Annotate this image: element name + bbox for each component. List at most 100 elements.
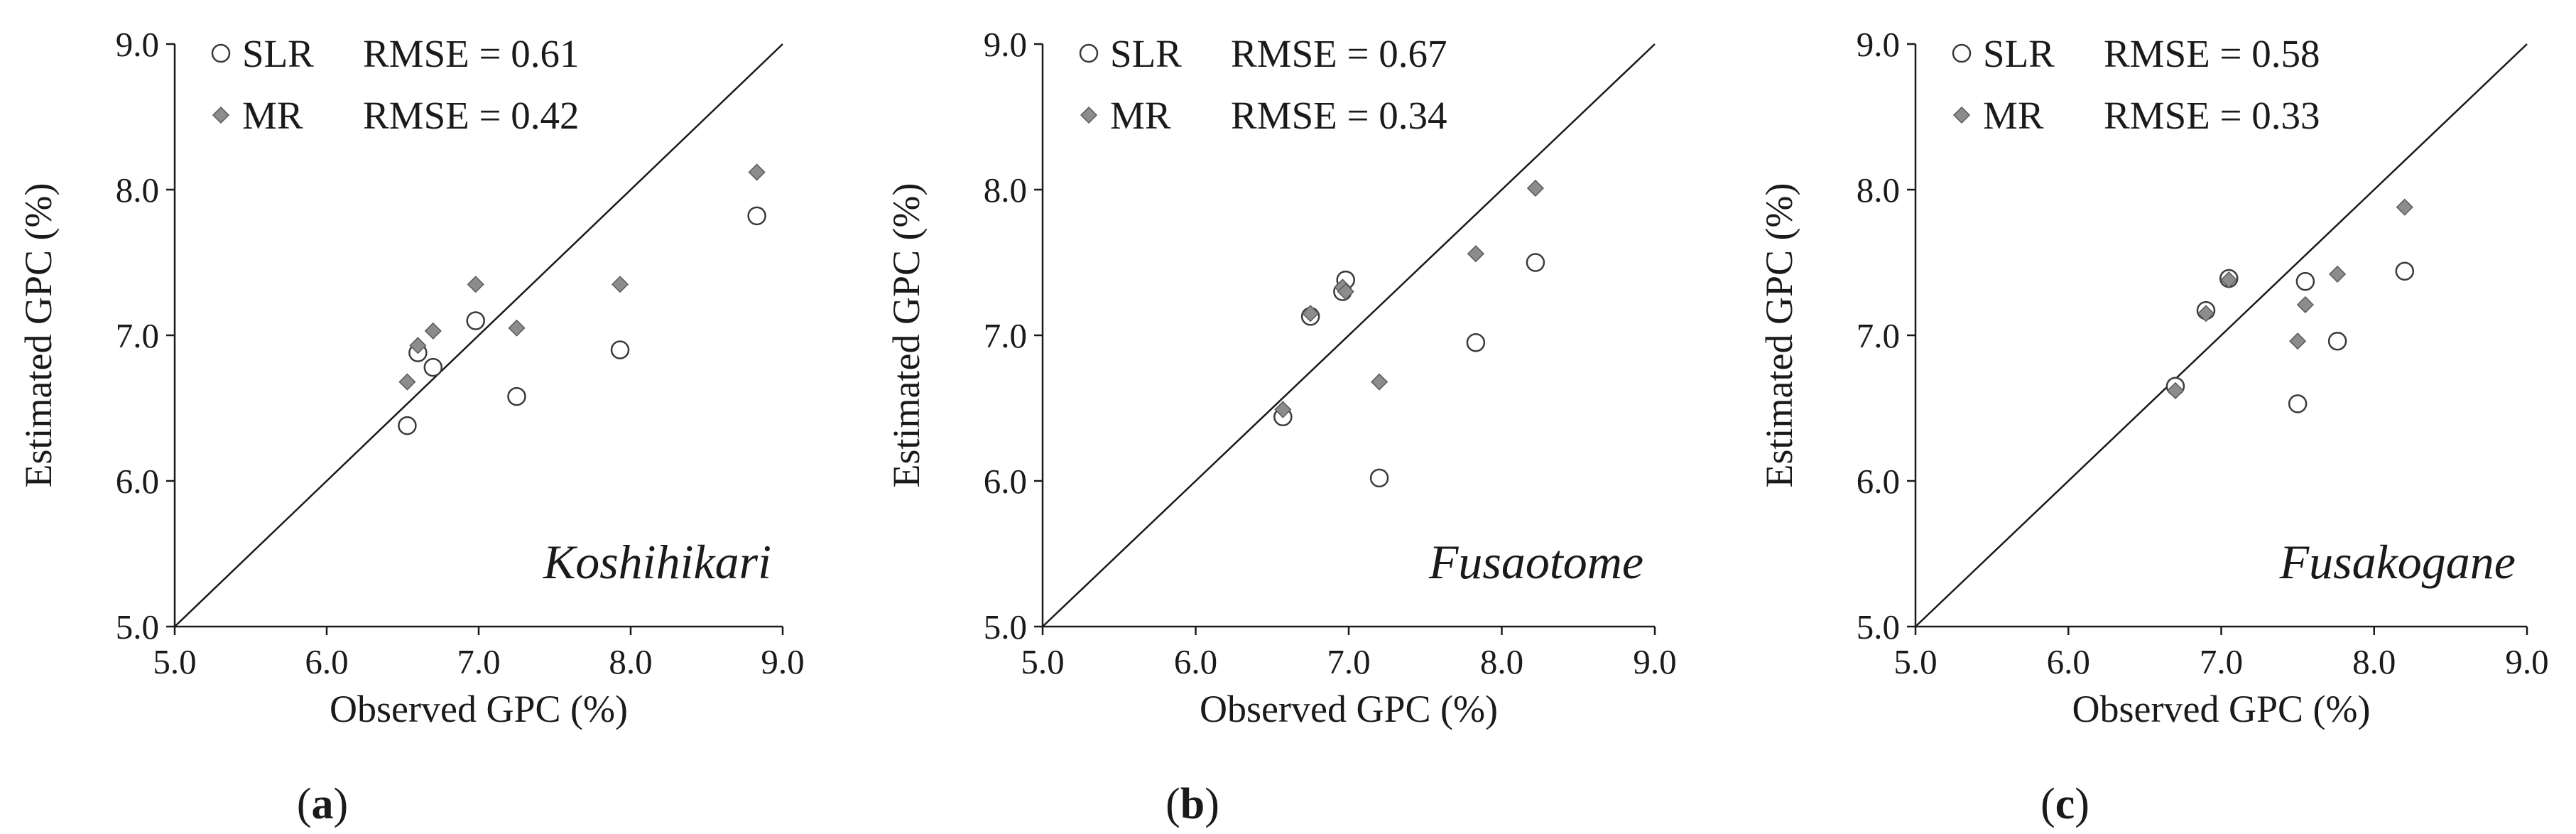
- legend-slr-marker: [1952, 43, 1972, 63]
- mr-data-point: [1371, 373, 1388, 391]
- panel-label: (a): [297, 780, 348, 828]
- slr-data-point: [2295, 271, 2315, 291]
- mr-data-point: [2197, 305, 2215, 323]
- x-tick-label: 7.0: [2200, 642, 2243, 681]
- mr-data-point: [1274, 401, 1292, 418]
- mr-data-point: [748, 163, 766, 181]
- mr-data-point: [467, 276, 484, 293]
- panel-label-letter: b: [1180, 780, 1205, 828]
- y-tick-label: 8.0: [1857, 170, 1900, 210]
- legend-rmse-value: RMSE = 0.34: [1231, 94, 1447, 137]
- y-tick-label: 5.0: [116, 607, 159, 646]
- mr-data-point: [2289, 332, 2307, 350]
- legend-series-name: SLR: [242, 32, 314, 75]
- mr-data-point: [398, 373, 416, 391]
- legend-rmse-value: RMSE = 0.33: [2104, 94, 2320, 137]
- mr-data-point: [424, 322, 442, 340]
- legend-rmse-value: RMSE = 0.42: [363, 94, 580, 137]
- legend-series-name: SLR: [1983, 32, 2055, 75]
- legend-rmse-value: RMSE = 0.67: [1231, 32, 1447, 75]
- mr-data-point: [2296, 296, 2314, 314]
- x-tick-label: 7.0: [457, 642, 500, 681]
- slr-data-point: [610, 340, 630, 359]
- x-tick-label: 6.0: [2047, 642, 2090, 681]
- slr-data-point: [1369, 468, 1389, 488]
- scatter-panel-a: 5.0 6.0 7.0 8.0 9.0 5.0 6.0 7.0 8.0 9.0 Observed G…: [17, 25, 805, 828]
- slr-data-point: [2327, 331, 2347, 351]
- y-tick-label: 5.0: [984, 607, 1027, 646]
- variety-name: Fusaotome: [1428, 535, 1643, 589]
- panel-label-letter: c: [2055, 780, 2075, 828]
- y-tick-label: 5.0: [1857, 607, 1900, 646]
- slr-data-point: [423, 357, 443, 377]
- y-axis-title: Estimated GPC (%): [1758, 183, 1800, 488]
- mr-data-point: [1302, 305, 1320, 323]
- x-tick-label: 8.0: [2352, 642, 2396, 681]
- y-tick-label: 8.0: [984, 170, 1027, 210]
- scatter-panel-c: 5.0 6.0 7.0 8.0 9.0 5.0 6.0 7.0 8.0 9.0 Observed G…: [1758, 25, 2549, 828]
- mr-data-point: [508, 319, 526, 337]
- slr-data-point: [2288, 394, 2308, 413]
- mr-data-point: [611, 276, 629, 293]
- x-tick-label: 5.0: [1021, 642, 1064, 681]
- slr-data-point: [747, 206, 766, 226]
- y-tick-label: 6.0: [1857, 462, 1900, 501]
- mr-data-point: [1337, 283, 1354, 300]
- legend-slr-marker: [1079, 43, 1099, 63]
- x-axis-title: Observed GPC (%): [330, 688, 628, 730]
- x-tick-label: 9.0: [761, 642, 804, 681]
- one-to-one-line: [174, 43, 783, 627]
- panel-label-open: (: [2040, 780, 2055, 828]
- x-tick-label: 5.0: [1893, 642, 1937, 681]
- one-to-one-line: [1915, 43, 2528, 627]
- panel-label-close: ): [334, 780, 349, 828]
- panel-label-letter: a: [312, 780, 334, 828]
- x-axis-title: Observed GPC (%): [1200, 688, 1498, 730]
- panel-label: (b): [1165, 780, 1219, 828]
- legend-series-name: MR: [1983, 94, 2044, 137]
- legend-rmse-value: RMSE = 0.58: [2104, 32, 2320, 75]
- y-tick-label: 6.0: [984, 462, 1027, 501]
- y-axis-title: Estimated GPC (%): [17, 183, 60, 488]
- legend-rmse-value: RMSE = 0.61: [363, 32, 580, 75]
- y-tick-label: 7.0: [116, 316, 159, 355]
- panel-label-open: (: [1165, 780, 1180, 828]
- mr-data-point: [2329, 265, 2347, 283]
- legend-series-name: SLR: [1110, 32, 1182, 75]
- legend-mr-marker: [1080, 106, 1098, 124]
- y-tick-label: 9.0: [116, 25, 159, 64]
- mr-data-point: [1526, 179, 1544, 197]
- mr-data-point: [409, 337, 427, 354]
- y-tick-label: 6.0: [116, 462, 159, 501]
- slr-data-point: [1466, 333, 1486, 352]
- one-to-one-line: [1042, 43, 1656, 627]
- x-tick-label: 7.0: [1327, 642, 1370, 681]
- x-axis-title: Observed GPC (%): [2072, 688, 2371, 730]
- slr-data-point: [507, 386, 526, 406]
- x-tick-label: 8.0: [1480, 642, 1523, 681]
- slr-data-point: [398, 416, 417, 435]
- panel-label-close: ): [2075, 780, 2089, 828]
- y-tick-label: 7.0: [984, 316, 1027, 355]
- x-tick-label: 9.0: [2505, 642, 2548, 681]
- x-tick-label: 6.0: [305, 642, 348, 681]
- y-tick-label: 8.0: [116, 170, 159, 210]
- x-tick-label: 5.0: [153, 642, 196, 681]
- legend-series-name: MR: [1110, 94, 1171, 137]
- legend-series-name: MR: [242, 94, 303, 137]
- panel-label: (c): [2040, 780, 2089, 828]
- slr-data-point: [466, 311, 485, 330]
- variety-name: Fusakogane: [2279, 535, 2516, 589]
- mr-data-point: [2220, 271, 2238, 289]
- legend-mr-marker: [212, 106, 230, 124]
- scatter-panel-b: 5.0 6.0 7.0 8.0 9.0 5.0 6.0 7.0 8.0 9.0 Observed G…: [885, 25, 1677, 828]
- legend-slr-marker: [211, 43, 231, 63]
- slr-data-point: [2395, 261, 2415, 281]
- mr-data-point: [2166, 381, 2184, 399]
- x-tick-label: 8.0: [609, 642, 652, 681]
- y-tick-label: 9.0: [1857, 25, 1900, 64]
- legend-mr-marker: [1952, 106, 1971, 124]
- mr-data-point: [1467, 245, 1484, 263]
- y-axis-title: Estimated GPC (%): [885, 183, 928, 488]
